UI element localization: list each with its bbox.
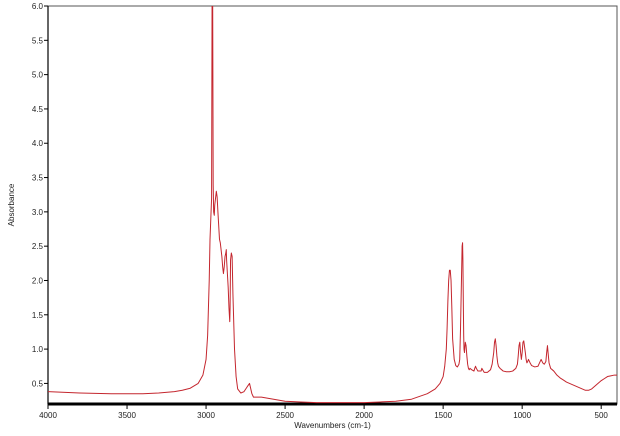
y-tick-label: 4.0 [32, 139, 44, 148]
x-tick-label: 500 [595, 411, 609, 420]
y-tick-label: 3.0 [32, 208, 44, 217]
y-tick-label: 3.5 [32, 174, 44, 183]
y-tick-label: 1.5 [32, 311, 44, 320]
y-tick-label: 2.0 [32, 276, 44, 285]
x-tick-label: 1500 [434, 411, 452, 420]
x-tick-label: 2500 [276, 411, 294, 420]
x-tick-label: 4000 [39, 411, 57, 420]
y-tick-label: 5.5 [32, 36, 44, 45]
y-tick-label: 0.5 [32, 379, 44, 388]
x-tick-label: 3500 [118, 411, 136, 420]
y-tick-label: 5.0 [32, 71, 44, 80]
x-axis-ticks: 4000 3500 3000 2500 2000 1500 1000 500 [39, 404, 608, 420]
x-tick-label: 1000 [513, 411, 531, 420]
spectrum-series-group [48, 6, 617, 404]
y-tick-label: 6.0 [32, 2, 44, 11]
x-axis-title: Wavenumbers (cm-1) [294, 421, 371, 430]
spectrum-line [48, 6, 617, 404]
y-tick-label: 4.5 [32, 105, 44, 114]
y-axis-title: Absorbance [7, 183, 16, 226]
x-tick-label: 3000 [197, 411, 215, 420]
x-tick-label: 2000 [355, 411, 373, 420]
y-axis-ticks: 0.5 1.0 1.5 2.0 2.5 3.0 3.5 4.0 4.5 5.0 5.5 6.0 [32, 2, 48, 388]
y-tick-label: 1.0 [32, 345, 44, 354]
plot-frame [47, 5, 618, 405]
y-tick-label: 2.5 [32, 242, 44, 251]
